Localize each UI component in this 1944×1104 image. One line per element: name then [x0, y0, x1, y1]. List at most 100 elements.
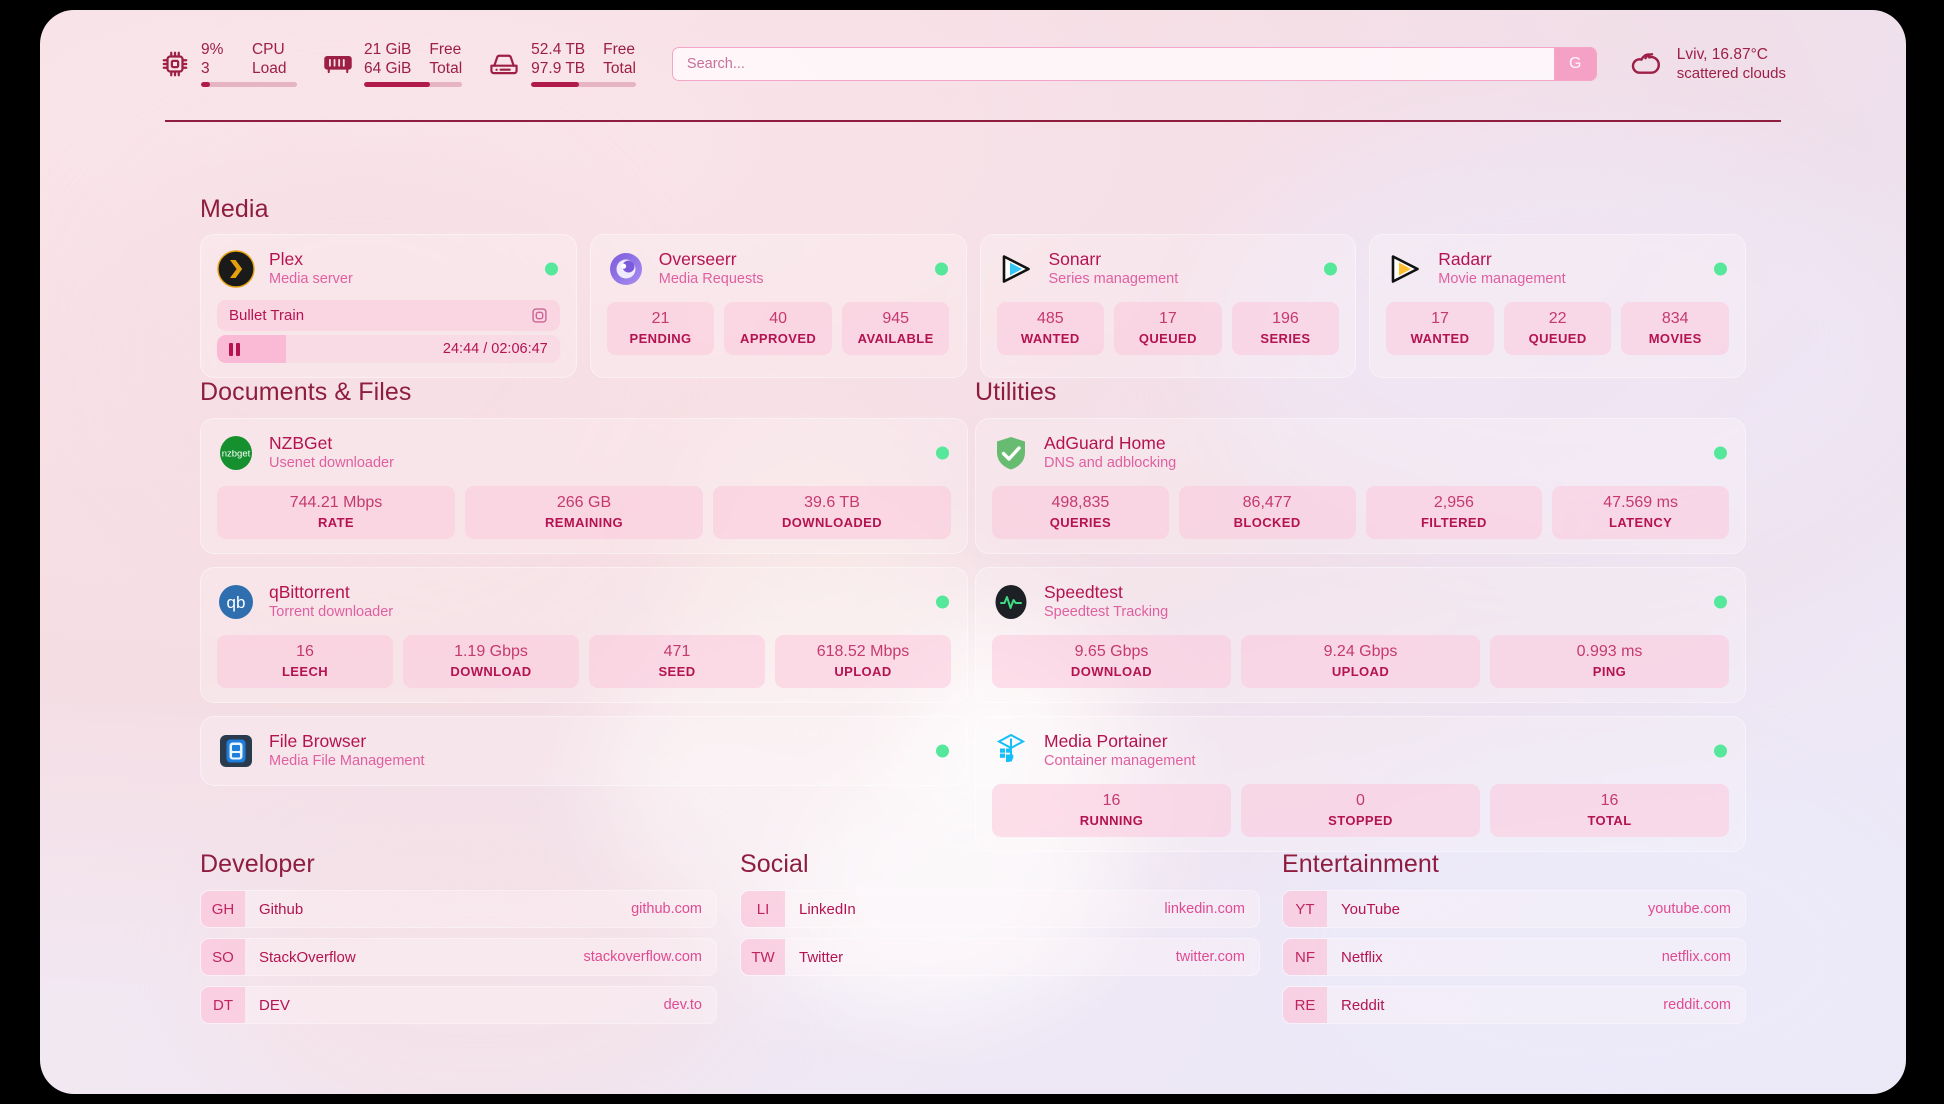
stat-tile[interactable]: 22 QUEUED	[1503, 302, 1612, 355]
pause-icon[interactable]	[229, 342, 240, 356]
bookmark-item[interactable]: DT DEV dev.to	[200, 986, 717, 1024]
app-stat-row: 485 WANTED 17 QUEUED 196 SERIES	[996, 302, 1340, 355]
stat-tile[interactable]: 16 TOTAL	[1490, 784, 1729, 837]
system-label-1: CPU	[251, 41, 285, 58]
system-value-2: 64 GiB	[364, 60, 412, 77]
app-subtitle: Movie management	[1438, 271, 1566, 287]
stat-tile[interactable]: 471 SEED	[589, 635, 765, 688]
app-card[interactable]: nzbget NZBGet Usenet downloader 744.21 M…	[200, 418, 968, 554]
stat-label: DOWNLOADED	[781, 515, 883, 530]
search-input[interactable]	[672, 48, 1554, 80]
stat-tile[interactable]: 744.21 Mbps RATE	[217, 486, 455, 539]
filebrowser-icon	[217, 732, 255, 770]
stat-tile[interactable]: 16 RUNNING	[992, 784, 1231, 837]
stat-tile[interactable]: 498,835 QUERIES	[992, 486, 1169, 539]
stat-tile[interactable]: 945 AVAILABLE	[841, 302, 950, 355]
bookmark-item[interactable]: NF Netflix netflix.com	[1282, 938, 1746, 976]
system-label-1: Free	[603, 41, 636, 58]
app-card[interactable]: Media Portainer Container management 16 …	[975, 716, 1746, 852]
bookmark-item[interactable]: RE Reddit reddit.com	[1282, 986, 1746, 1024]
stat-value: 498,835	[1051, 494, 1110, 511]
system-progress-bar	[364, 82, 463, 87]
system-stat-disk: 52.4 TB Free 97.9 TB Total	[488, 41, 636, 87]
stat-tile[interactable]: 0.993 ms PING	[1490, 635, 1729, 688]
stat-tile[interactable]: 196 SERIES	[1231, 302, 1340, 355]
app-name: Speedtest	[1044, 582, 1123, 602]
stat-tile[interactable]: 17 WANTED	[1386, 302, 1494, 355]
cast-icon[interactable]	[531, 307, 548, 324]
status-badge-online	[1714, 446, 1727, 460]
app-card[interactable]: Speedtest Speedtest Tracking 9.65 Gbps D…	[975, 567, 1746, 703]
stat-tile[interactable]: 16 LEECH	[217, 635, 393, 688]
stat-value: 17	[1431, 310, 1449, 327]
system-stat-ram: 21 GiB Free 64 GiB Total	[323, 41, 463, 87]
app-card[interactable]: qb qBittorrent Torrent downloader 16 LEE…	[200, 567, 968, 703]
status-badge-online	[936, 446, 949, 460]
bookmark-item[interactable]: LI LinkedIn linkedin.com	[740, 890, 1260, 928]
stat-value: 22	[1548, 310, 1567, 327]
stat-tile[interactable]: 9.65 Gbps DOWNLOAD	[992, 635, 1231, 688]
stat-value: 618.52 Mbps	[816, 643, 910, 660]
app-card[interactable]: AdGuard Home DNS and adblocking 498,835 …	[975, 418, 1746, 554]
app-card-titles: Overseerr Media Requests	[659, 249, 764, 289]
now-playing-progress[interactable]: 24:44 / 02:06:47	[217, 335, 560, 363]
app-card-header: Sonarr Series management	[997, 249, 1340, 289]
app-subtitle: Media server	[269, 271, 353, 287]
bookmark-name: LinkedIn	[799, 900, 856, 918]
app-stat-row: 17 WANTED 22 QUEUED 834 MOVIES	[1386, 302, 1729, 355]
disk-icon	[488, 51, 520, 77]
stat-tile[interactable]: 39.6 TB DOWNLOADED	[713, 486, 951, 539]
stat-tile[interactable]: 834 MOVIES	[1621, 302, 1729, 355]
stat-tile[interactable]: 0 STOPPED	[1241, 784, 1480, 837]
stat-tile[interactable]: 485 WANTED	[996, 302, 1105, 355]
stat-tile[interactable]: 266 GB REMAINING	[465, 486, 703, 539]
app-subtitle: Container management	[1044, 753, 1196, 769]
app-card-header: File Browser Media File Management	[217, 731, 951, 771]
media-card-row: Plex Media server Bullet Train 24:44 / 0…	[200, 234, 1746, 378]
app-card-titles: Plex Media server	[269, 249, 353, 289]
stat-tile[interactable]: 21 PENDING	[606, 302, 715, 355]
system-readout: 21 GiB Free 64 GiB Total	[364, 41, 463, 87]
section-title-social: Social	[740, 850, 809, 878]
app-card[interactable]: Plex Media server Bullet Train 24:44 / 0…	[200, 234, 577, 378]
stat-tile[interactable]: 17 QUEUED	[1114, 302, 1222, 355]
stat-label: DOWNLOAD	[450, 664, 532, 679]
bookmark-item[interactable]: YT YouTube youtube.com	[1282, 890, 1746, 928]
app-card[interactable]: Sonarr Series management 485 WANTED 17 Q…	[979, 234, 1357, 378]
search-bar[interactable]: G	[671, 47, 1597, 81]
stat-tile[interactable]: 40 APPROVED	[724, 302, 832, 355]
app-name: Media Portainer	[1044, 731, 1168, 751]
app-card[interactable]: Radarr Movie management 17 WANTED 22 QUE…	[1369, 234, 1746, 378]
stat-tile[interactable]: 86,477 BLOCKED	[1178, 486, 1356, 539]
qbittorrent-icon: qb	[217, 583, 255, 621]
stat-label: RATE	[317, 515, 355, 530]
stat-label: SERIES	[1260, 331, 1311, 346]
header-divider	[165, 120, 1781, 122]
stat-tile[interactable]: 2,956 FILTERED	[1365, 486, 1543, 539]
bookmark-item[interactable]: SO StackOverflow stackoverflow.com	[200, 938, 717, 976]
stat-tile[interactable]: 47.569 ms LATENCY	[1552, 486, 1729, 539]
search-engine-button[interactable]: G	[1553, 48, 1596, 80]
app-card[interactable]: File Browser Media File Management	[200, 716, 968, 786]
svg-text:nzbget: nzbget	[222, 449, 251, 460]
stat-tile[interactable]: 1.19 Gbps DOWNLOAD	[403, 635, 579, 688]
bookmark-item[interactable]: GH Github github.com	[200, 890, 717, 928]
now-playing-time: 24:44 / 02:06:47	[442, 341, 548, 357]
bookmark-item[interactable]: TW Twitter twitter.com	[740, 938, 1260, 976]
svg-text:qb: qb	[227, 593, 246, 612]
stat-label: STOPPED	[1328, 813, 1393, 828]
weather-condition: scattered clouds	[1676, 65, 1786, 82]
now-playing-title-bar: Bullet Train	[217, 300, 560, 331]
bookmark-name: Twitter	[799, 948, 844, 966]
stat-tile[interactable]: 9.24 Gbps UPLOAD	[1241, 635, 1480, 688]
stat-value: 471	[663, 643, 691, 660]
weather-widget[interactable]: Lviv, 16.87°C scattered clouds	[1623, 45, 1786, 83]
app-card[interactable]: Overseerr Media Requests 21 PENDING 40 A…	[589, 234, 967, 378]
stat-value: 9.24 Gbps	[1323, 643, 1398, 660]
app-card-header: Media Portainer Container management	[992, 731, 1729, 771]
stat-label: PING	[1592, 664, 1627, 679]
app-subtitle: Series management	[1048, 271, 1179, 287]
stat-label: QUERIES	[1049, 515, 1112, 530]
app-card-titles: Sonarr Series management	[1049, 249, 1179, 289]
stat-tile[interactable]: 618.52 Mbps UPLOAD	[775, 635, 951, 688]
